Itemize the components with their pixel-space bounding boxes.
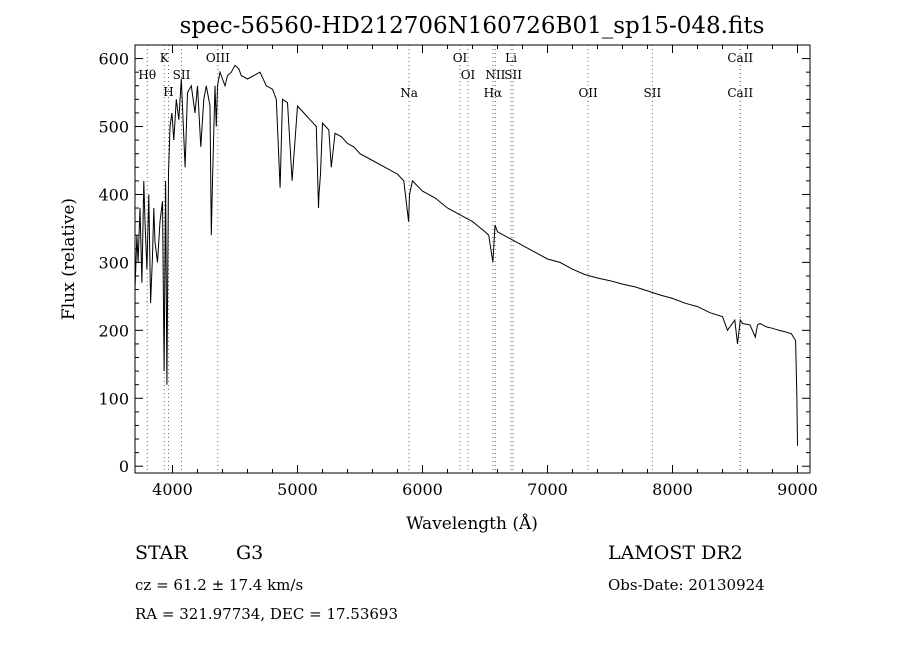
x-tick-label: 5000 [277,480,318,499]
object-class: STAR [135,542,188,564]
line-marker-label: Hα [484,86,503,100]
line-marker-label: CaII [727,86,753,100]
redshift-text: cz = 61.2 ± 17.4 km/s [135,576,304,594]
line-marker-label: H [163,85,173,99]
plot-frame [134,44,811,474]
survey-name: LAMOST DR2 [608,542,743,564]
y-tick-label: 500 [98,118,129,137]
line-marker-label: OI [461,68,476,82]
spectrum-series [134,64,798,446]
line-marker-label: OI [453,51,468,65]
line-marker-label: OIII [206,51,230,65]
line-marker-label: Li [505,51,517,65]
y-tick-label: 300 [98,253,129,272]
x-tick-label: 6000 [402,480,443,499]
axis-ticks: 4000 5000 6000 7000 8000 9000 0 100 200 300 400 500… [98,45,818,499]
spectrum-chart: spec-56560-HD212706N160726B01_sp15-048.f… [59,13,818,534]
y-tick-label: 0 [119,457,129,476]
y-tick-label: 200 [98,321,129,340]
line-marker-label: SII [504,68,522,82]
coordinates-text: RA = 321.97734, DEC = 17.53693 [135,605,399,623]
line-marker-label: Na [400,86,418,100]
line-marker-label: SII [644,86,662,100]
y-tick-label: 400 [98,185,129,204]
x-tick-label: 9000 [777,480,818,499]
line-marker-label: SII [173,68,191,82]
spectrum-line [134,64,798,446]
line-marker-label: K [160,51,170,65]
x-tick-label: 7000 [527,480,568,499]
y-tick-label: 600 [98,50,129,69]
object-subclass: G3 [236,542,264,564]
x-tick-label: 4000 [152,480,193,499]
line-marker-label: NII [485,68,505,82]
x-tick-label: 8000 [652,480,693,499]
x-axis-title: Wavelength (Å) [406,513,538,534]
line-marker-label: OII [578,86,598,100]
y-axis-title: Flux (relative) [59,198,79,320]
line-marker-label: Hθ [138,68,156,82]
obs-date: Obs-Date: 20130924 [608,576,765,594]
chart-title: spec-56560-HD212706N160726B01_sp15-048.f… [180,13,765,39]
y-tick-label: 100 [98,389,129,408]
